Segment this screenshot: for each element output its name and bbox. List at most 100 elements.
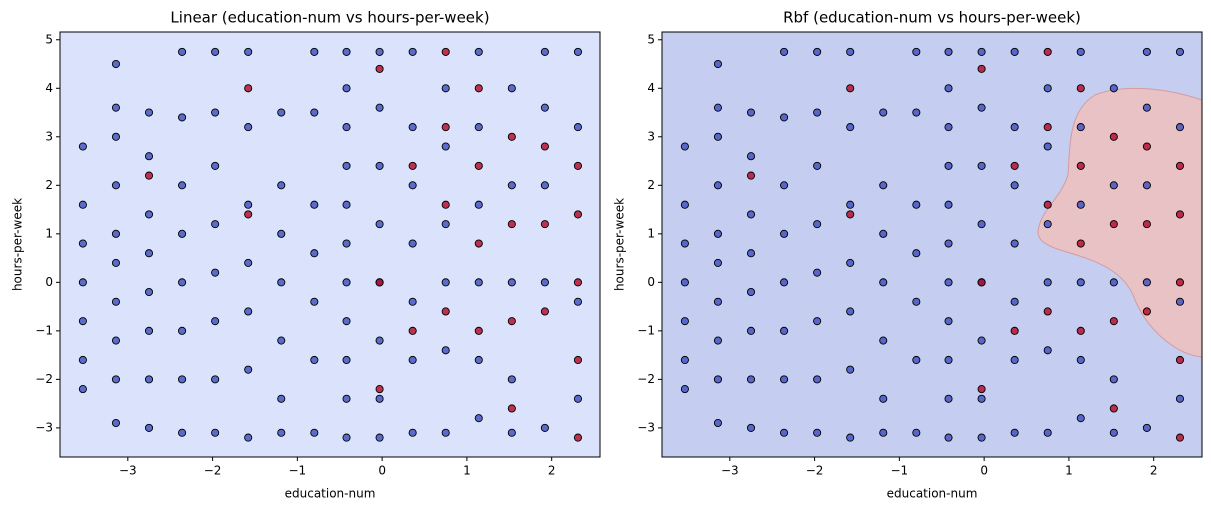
point <box>813 317 822 326</box>
y-tick-label: 2 <box>647 178 655 192</box>
point <box>977 433 986 442</box>
point <box>1142 278 1151 287</box>
point <box>178 229 187 238</box>
y-tick-label: 3 <box>45 129 53 143</box>
point <box>408 123 417 132</box>
point <box>441 220 450 229</box>
point <box>1010 297 1019 306</box>
y-tick-label: −3 <box>637 420 655 434</box>
point <box>111 181 120 190</box>
point <box>573 394 583 403</box>
point <box>342 161 351 170</box>
point <box>1142 142 1151 151</box>
point <box>1175 161 1185 170</box>
x-tick-label: −2 <box>806 464 824 478</box>
point <box>846 200 855 209</box>
point <box>1142 47 1151 56</box>
point <box>244 307 253 316</box>
point <box>111 258 120 267</box>
chart-title: Rbf (education-num vs hours-per-week) <box>783 9 1081 27</box>
point <box>474 200 483 209</box>
point <box>375 336 384 345</box>
y-tick-label: 5 <box>45 32 53 46</box>
point <box>1076 123 1085 132</box>
point <box>178 113 187 122</box>
point <box>1076 326 1085 335</box>
point <box>408 161 417 170</box>
point <box>746 210 756 219</box>
point <box>573 297 583 306</box>
point <box>912 47 921 56</box>
point <box>211 428 220 437</box>
point <box>713 132 722 141</box>
point <box>944 239 953 248</box>
point <box>1175 210 1185 219</box>
point <box>780 375 789 384</box>
point <box>713 229 722 238</box>
y-tick-label: 5 <box>647 32 655 46</box>
point <box>111 59 120 69</box>
point <box>713 103 722 112</box>
point <box>977 394 986 403</box>
point <box>977 278 986 287</box>
point <box>1043 428 1052 437</box>
point <box>178 375 187 384</box>
point <box>342 47 351 56</box>
point <box>441 123 450 132</box>
point <box>342 278 351 287</box>
point <box>746 249 756 258</box>
point <box>540 103 549 112</box>
point <box>211 108 220 117</box>
point <box>375 103 384 112</box>
point <box>1010 326 1019 335</box>
y-tick-label: −1 <box>637 323 655 337</box>
point <box>680 239 689 248</box>
point <box>912 249 921 258</box>
x-tick-label: −3 <box>119 464 137 478</box>
point <box>573 278 583 287</box>
point <box>944 355 953 365</box>
point <box>573 210 583 219</box>
point <box>944 394 953 403</box>
y-tick-label: 4 <box>45 81 53 95</box>
point <box>1076 239 1085 248</box>
point <box>1010 181 1019 190</box>
point <box>879 428 888 437</box>
point <box>846 84 855 93</box>
point <box>912 355 921 365</box>
point <box>342 200 351 209</box>
point <box>1043 47 1052 56</box>
point <box>1175 123 1185 132</box>
x-tick-label: 2 <box>1150 464 1158 478</box>
point <box>573 161 583 170</box>
point <box>879 336 888 345</box>
point <box>879 229 888 238</box>
point <box>277 428 286 437</box>
point <box>244 210 253 219</box>
point <box>746 326 756 335</box>
point <box>144 108 154 117</box>
point <box>408 297 417 306</box>
plot-background <box>60 32 600 457</box>
point <box>78 200 87 209</box>
point <box>713 336 722 345</box>
point <box>879 278 888 287</box>
x-tick-label: 0 <box>378 464 386 478</box>
point <box>977 385 986 394</box>
point <box>746 171 756 180</box>
point <box>1142 103 1151 112</box>
point <box>474 47 483 56</box>
point <box>977 47 986 56</box>
point <box>1175 297 1185 306</box>
point <box>375 47 384 56</box>
point <box>375 161 384 170</box>
point <box>342 123 351 132</box>
point <box>277 181 286 190</box>
point <box>1043 307 1052 316</box>
point <box>441 84 450 93</box>
plot-frame <box>661 31 1203 458</box>
point <box>408 326 417 335</box>
point <box>1175 47 1185 56</box>
x-tick-label: 1 <box>463 464 471 478</box>
point <box>111 375 120 384</box>
